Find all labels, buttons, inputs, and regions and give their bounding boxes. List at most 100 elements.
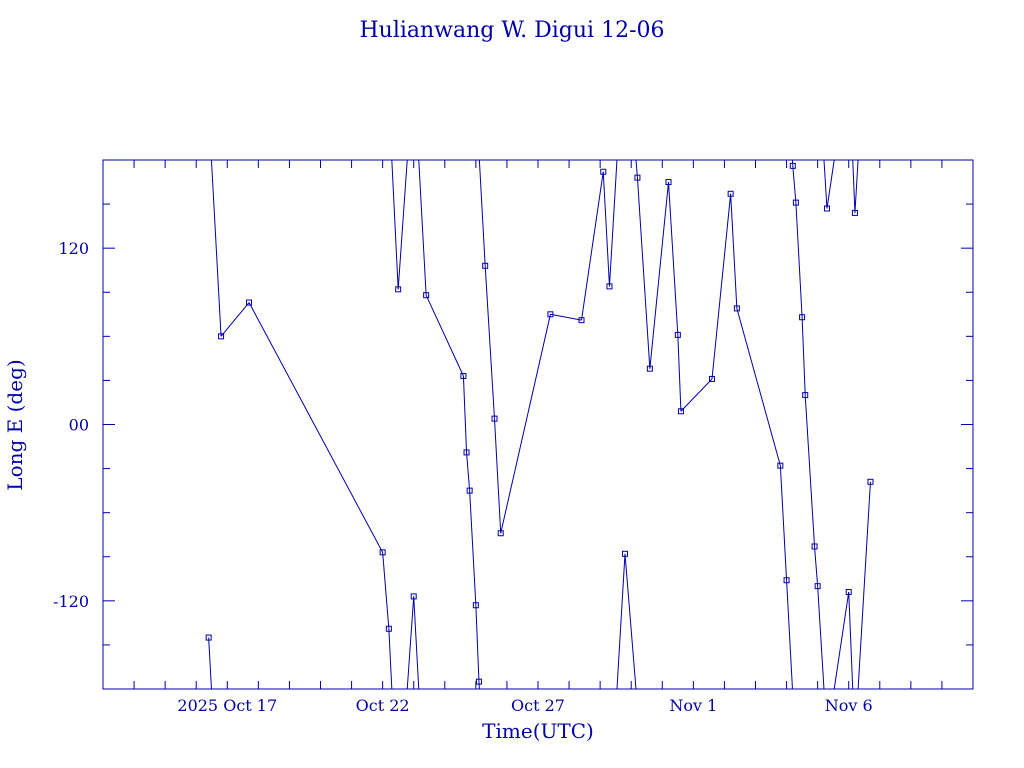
data-point bbox=[218, 333, 225, 340]
data-point bbox=[799, 314, 806, 321]
data-point bbox=[466, 487, 473, 494]
series-segment bbox=[220, 302, 250, 337]
data-point bbox=[727, 190, 734, 197]
data-point bbox=[665, 179, 672, 186]
data-point bbox=[578, 317, 585, 324]
series-segment bbox=[854, 159, 859, 213]
data-point bbox=[379, 549, 386, 556]
series-segment bbox=[248, 302, 384, 553]
series-segment bbox=[823, 159, 828, 209]
data-point bbox=[851, 209, 858, 216]
series-segment bbox=[413, 596, 420, 690]
data-point bbox=[463, 449, 470, 456]
series-segment bbox=[581, 171, 604, 321]
data-point bbox=[777, 462, 784, 469]
data-point bbox=[811, 543, 818, 550]
series-segment bbox=[779, 465, 788, 581]
data-point bbox=[622, 550, 628, 557]
series-segment bbox=[852, 159, 856, 213]
series-segment bbox=[801, 317, 806, 396]
series-segment bbox=[730, 193, 738, 309]
data-point bbox=[814, 583, 821, 590]
data-point bbox=[789, 162, 796, 169]
series-segment bbox=[382, 552, 390, 629]
data-point bbox=[845, 589, 852, 596]
data-point bbox=[385, 625, 392, 632]
series-segment bbox=[550, 313, 582, 321]
data-point bbox=[783, 577, 790, 584]
x-tick-label: Nov 6 bbox=[825, 696, 873, 715]
series-segment bbox=[677, 334, 682, 412]
data-point bbox=[410, 593, 417, 600]
data-point bbox=[472, 602, 479, 609]
data-point bbox=[792, 199, 799, 206]
series-segment bbox=[406, 596, 415, 690]
series-segment bbox=[466, 452, 471, 491]
series-segment bbox=[668, 182, 679, 335]
series-segment bbox=[469, 490, 477, 606]
x-axis-label: Time(UTC) bbox=[482, 719, 594, 743]
y-tick-label: -120 bbox=[53, 592, 89, 611]
series-segment bbox=[817, 586, 825, 690]
data-point bbox=[823, 205, 830, 212]
y-tick-label: 120 bbox=[58, 239, 89, 258]
series-segment bbox=[711, 193, 732, 379]
data-point bbox=[600, 168, 607, 175]
series-segment bbox=[792, 165, 797, 203]
series-segment bbox=[624, 553, 637, 690]
series-segment bbox=[608, 159, 618, 287]
data-point bbox=[677, 408, 684, 415]
series-segment bbox=[418, 159, 427, 296]
series-segment bbox=[462, 375, 468, 453]
data-point bbox=[246, 299, 253, 306]
data-point bbox=[802, 392, 809, 399]
series-segment bbox=[736, 308, 781, 466]
series-segment bbox=[208, 637, 212, 690]
series-group bbox=[205, 159, 874, 690]
data-point bbox=[709, 375, 715, 382]
data-point bbox=[674, 331, 681, 338]
series-segment bbox=[826, 159, 835, 209]
plot-frame bbox=[102, 159, 974, 690]
series-segment bbox=[636, 177, 651, 369]
series-segment bbox=[500, 314, 551, 534]
x-tick-label: Oct 27 bbox=[511, 696, 565, 715]
y-tick-labels: -120 00 120 bbox=[53, 239, 89, 611]
data-point bbox=[646, 365, 653, 372]
series-segment bbox=[804, 395, 816, 547]
series-segment bbox=[786, 580, 793, 690]
y-tick-label: 00 bbox=[69, 416, 89, 435]
series-segment bbox=[616, 553, 626, 690]
data-point bbox=[606, 283, 613, 290]
series-segment bbox=[484, 265, 495, 419]
x-tick-label: 2025 Oct 17 bbox=[177, 696, 277, 715]
series-segment bbox=[795, 202, 803, 318]
data-point bbox=[423, 292, 430, 299]
series-segment bbox=[602, 171, 610, 287]
data-point bbox=[460, 373, 467, 380]
series-segment bbox=[857, 481, 871, 690]
series-segment bbox=[478, 159, 486, 266]
series-segment bbox=[210, 159, 222, 337]
series-segment bbox=[680, 378, 713, 412]
series-segment bbox=[388, 628, 393, 690]
data-point bbox=[482, 262, 489, 269]
y-axis-label: Long E (deg) bbox=[3, 359, 27, 490]
data-point bbox=[634, 174, 641, 181]
chart-title: Hulianwang W. Digui 12-06 bbox=[359, 18, 664, 43]
x-tick-labels: 2025 Oct 17 Oct 22 Oct 27 Nov 1 Nov 6 bbox=[177, 696, 872, 715]
data-point bbox=[497, 530, 504, 537]
axis-ticks bbox=[103, 160, 973, 689]
x-tick-label: Oct 22 bbox=[356, 696, 410, 715]
series-segment bbox=[833, 591, 850, 690]
series-segment bbox=[494, 418, 502, 534]
series-segment bbox=[475, 605, 480, 682]
data-point bbox=[547, 311, 554, 318]
series-segment bbox=[814, 546, 819, 587]
series-segment bbox=[391, 159, 399, 290]
series-segment bbox=[397, 159, 408, 290]
series-segment bbox=[848, 591, 854, 690]
data-point bbox=[491, 415, 498, 422]
data-point bbox=[867, 478, 874, 485]
